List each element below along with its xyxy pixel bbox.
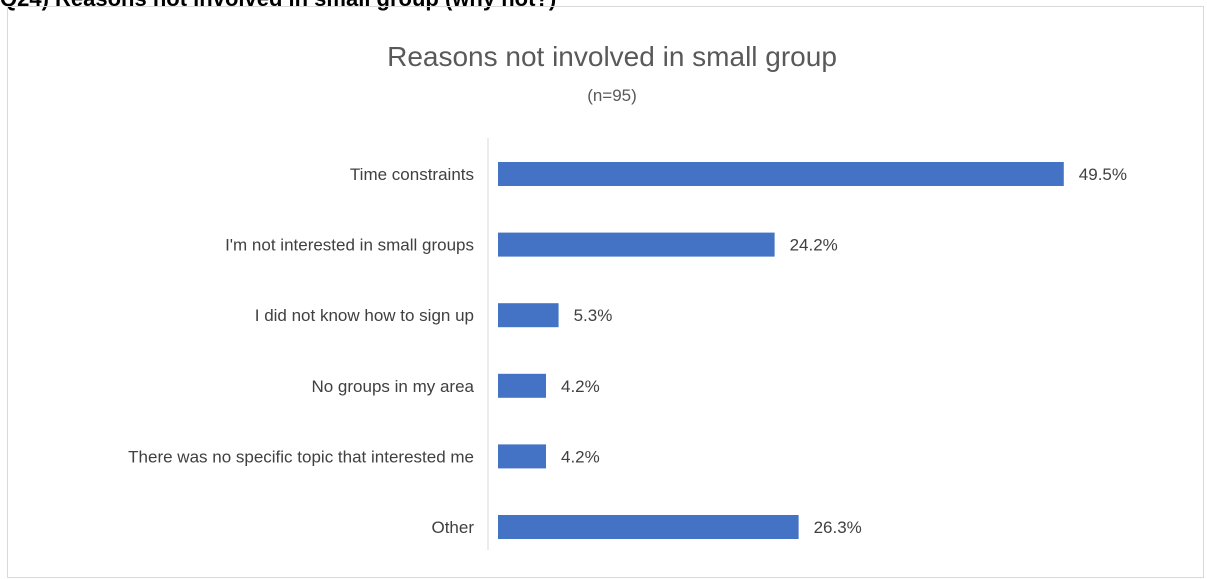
bar — [498, 303, 559, 328]
data-label: 49.5% — [1079, 165, 1127, 184]
data-label: 4.2% — [561, 377, 600, 396]
bar — [498, 232, 775, 257]
category-label: No groups in my area — [311, 377, 474, 396]
bar — [498, 515, 799, 539]
category-label: I'm not interested in small groups — [225, 236, 474, 255]
data-label: 5.3% — [574, 306, 613, 325]
data-label: 24.2% — [790, 236, 838, 255]
category-label: Time constraints — [350, 165, 474, 184]
category-label: Other — [431, 518, 474, 537]
data-label: 4.2% — [561, 447, 600, 466]
chart-subtitle: (n=95) — [587, 86, 637, 105]
data-label: 26.3% — [814, 518, 862, 537]
chart-title: Reasons not involved in small group — [387, 41, 837, 72]
category-label: I did not know how to sign up — [255, 306, 474, 325]
bars-group: Time constraints 49.5% I'm not interested … — [128, 162, 1127, 539]
bar — [498, 162, 1064, 186]
bar — [498, 373, 547, 398]
category-label: There was no specific topic that interes… — [128, 447, 474, 466]
page-heading-fragment: Q24) Reasons not involved in small group… — [0, 0, 556, 12]
bar — [498, 444, 547, 469]
chart-frame — [7, 6, 1204, 578]
